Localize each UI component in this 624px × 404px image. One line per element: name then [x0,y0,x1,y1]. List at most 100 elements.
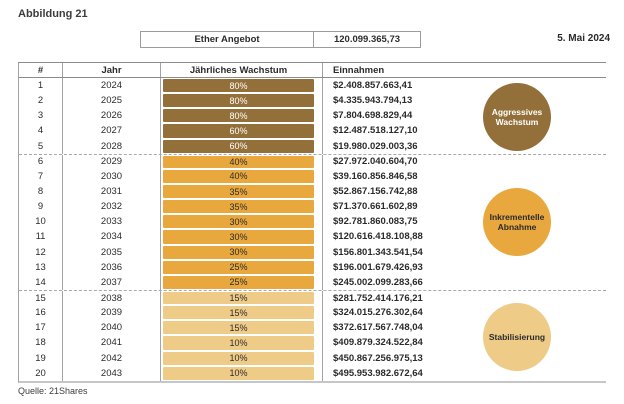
growth-bar: 15% [163,321,314,335]
ether-supply-box: Ether Angebot 120.099.365,73 [140,31,421,48]
row-number: 8 [19,183,63,200]
row-year: 2026 [63,108,161,124]
row-year: 2025 [63,93,161,109]
table-row: 13 2036 25% $196.001.679.426,93 [19,259,606,275]
table-row: 8 2031 35% $52.867.156.742,88 [19,183,606,200]
row-number: 4 [19,123,63,139]
phase-badge-incremental: Inkrementelle Abnahme [483,188,551,256]
row-revenue: $19.980.029.003,36 [333,140,418,152]
column-header-year: Jahr [63,63,161,77]
growth-bar: 10% [163,336,314,350]
table-row: 14 2037 25% $245.002.099.283,66 [19,274,606,290]
table-header-row: # Jahr Jährliches Wachstum Einnahmen [19,63,606,78]
table-row: 1 2024 80% $2.408.857.663,41 [19,78,606,94]
row-revenue: $409.879.324.522,84 [333,337,423,349]
growth-bar: 15% [163,291,314,305]
growth-bar: 35% [163,184,314,199]
row-number: 17 [19,320,63,336]
row-number: 18 [19,335,63,351]
row-year: 2035 [63,244,161,260]
growth-bar: 10% [163,366,314,380]
growth-cell: 15% [161,305,323,321]
row-revenue: $495.953.982.672,64 [333,367,423,379]
growth-bar: 25% [163,260,314,274]
row-number: 3 [19,108,63,124]
column-header-growth: Jährliches Wachstum [161,63,323,77]
row-revenue: $4.335.943.794,13 [333,95,413,107]
growth-cell: 35% [161,199,323,215]
row-revenue: $12.487.518.127,10 [333,125,418,137]
table-row: 18 2041 10% $409.879.324.522,84 [19,335,606,351]
column-header-num: # [19,63,63,77]
growth-bar: 30% [163,215,314,229]
row-number: 2 [19,93,63,109]
row-revenue: $7.804.698.829,44 [333,110,413,122]
row-year: 2027 [63,123,161,139]
table-row: 16 2039 15% $324.015.276.302,64 [19,305,606,321]
row-number: 16 [19,305,63,321]
row-revenue: $27.972.040.604,70 [333,156,418,168]
growth-cell: 30% [161,229,323,245]
table-row: 17 2040 15% $372.617.567.748,04 [19,320,606,336]
row-year: 2029 [63,154,161,169]
row-year: 2041 [63,335,161,351]
row-number: 5 [19,138,63,154]
source-label: Quelle: 21Shares [18,386,88,396]
ether-supply-label: Ether Angebot [141,32,314,47]
row-year: 2032 [63,199,161,215]
growth-bar: 60% [163,124,314,138]
row-revenue: $120.616.418.108,88 [333,231,423,243]
row-year: 2028 [63,138,161,154]
column-header-revenue: Einnahmen [333,64,385,76]
growth-cell: 40% [161,168,323,184]
growth-cell: 35% [161,183,323,200]
row-year: 2030 [63,168,161,184]
growth-cell: 40% [161,154,323,169]
row-revenue: $372.617.567.748,04 [333,322,423,334]
growth-cell: 25% [161,259,323,275]
phase-badge-aggressive: Aggressives Wachstum [483,83,551,151]
row-revenue: $245.002.099.283,66 [333,276,423,288]
table-row: 6 2029 40% $27.972.040.604,70 [19,153,606,169]
row-number: 7 [19,168,63,184]
phase-badge-stable: Stabilisierung [483,303,551,371]
growth-bar: 10% [163,351,314,365]
row-number: 1 [19,78,63,94]
growth-bar: 40% [163,169,314,183]
growth-bar: 25% [163,275,314,289]
row-year: 2038 [63,290,161,306]
row-revenue: $71.370.661.602,89 [333,201,418,213]
projection-table: # Jahr Jährliches Wachstum Einnahmen 1 2… [18,62,606,383]
table-row: 20 2043 10% $495.953.982.672,64 [19,365,606,381]
row-number: 15 [19,290,63,306]
row-number: 9 [19,199,63,215]
growth-bar: 30% [163,230,314,244]
date-label: 5. Mai 2024 [557,33,610,44]
growth-cell: 10% [161,350,323,366]
growth-bar: 80% [163,79,314,93]
growth-bar: 40% [163,155,314,168]
growth-bar: 80% [163,94,314,108]
table-row: 7 2030 40% $39.160.856.846,58 [19,168,606,184]
row-revenue: $196.001.679.426,93 [333,261,423,273]
table-row: 19 2042 10% $450.867.256.975,13 [19,350,606,366]
table-row: 11 2034 30% $120.616.418.108,88 [19,229,606,245]
growth-bar: 35% [163,200,314,214]
growth-bar: 60% [163,139,314,153]
row-year: 2034 [63,229,161,245]
row-number: 13 [19,259,63,275]
table-row: 10 2033 30% $92.781.860.083,75 [19,214,606,230]
row-revenue: $450.867.256.975,13 [333,352,423,364]
row-year: 2040 [63,320,161,336]
growth-cell: 80% [161,108,323,124]
row-number: 14 [19,274,63,290]
row-number: 12 [19,244,63,260]
row-year: 2036 [63,259,161,275]
table-row: 9 2032 35% $71.370.661.602,89 [19,199,606,215]
growth-cell: 80% [161,78,323,94]
growth-bar: 30% [163,245,314,259]
table-row: 4 2027 60% $12.487.518.127,10 [19,123,606,139]
growth-bar: 80% [163,109,314,123]
table-body: 1 2024 80% $2.408.857.663,41 2 2025 80% … [19,78,606,381]
row-number: 19 [19,350,63,366]
